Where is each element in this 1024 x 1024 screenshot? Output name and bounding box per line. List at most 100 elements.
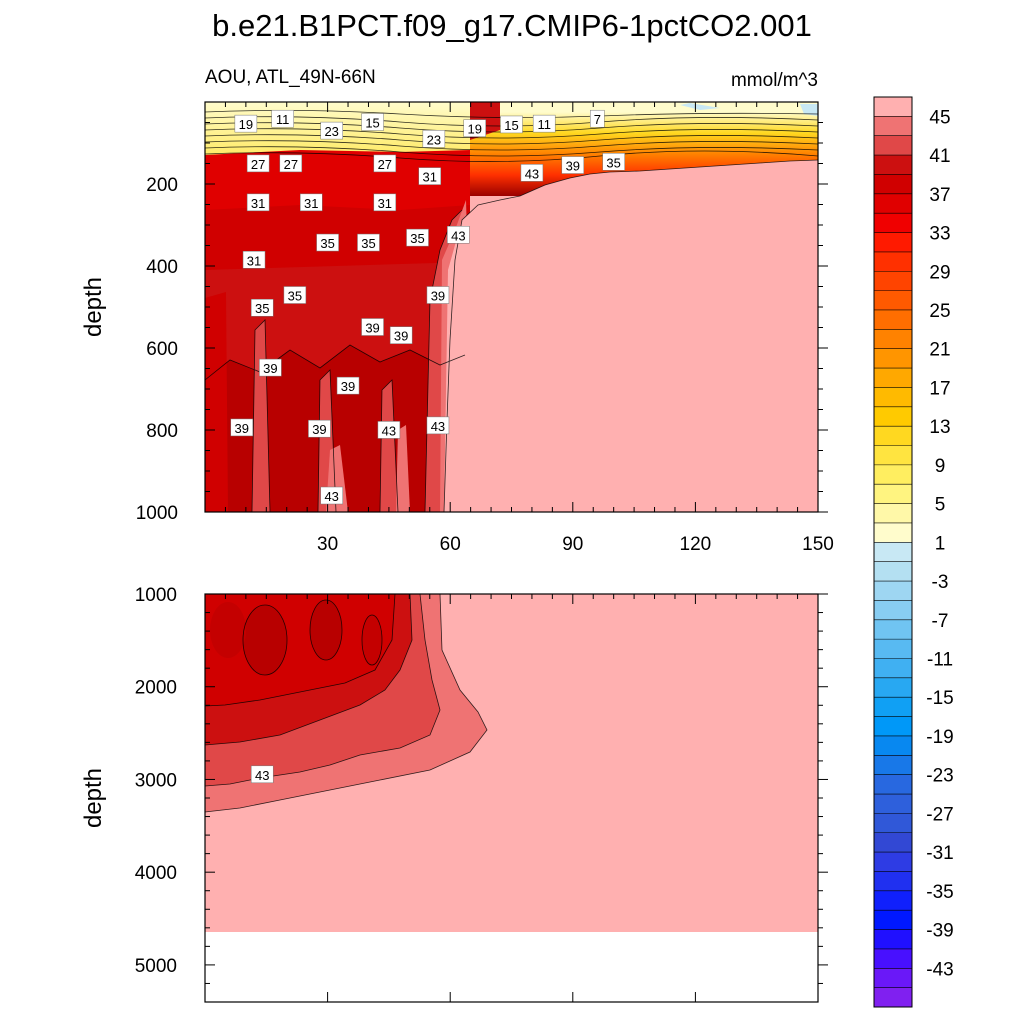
contour-label-text: 35 (606, 155, 620, 170)
upper-contour-labels: 19 11 23 15 23 19 15 11 7 27 27 27 31 43 39 35 31 31 31 35 3… (230, 109, 625, 505)
contour-label-text: 39 (235, 421, 249, 436)
contour-label: 35 (283, 286, 307, 304)
colorbar-label: -43 (926, 959, 953, 980)
contour-label-box (406, 228, 429, 247)
contour-label-box (561, 156, 585, 174)
colorbar-segment (874, 484, 912, 504)
contour-label: 35 (316, 233, 339, 252)
x-tick-label: 120 (680, 534, 712, 555)
colorbar-segment (874, 368, 912, 388)
colorbar-segment (874, 716, 912, 737)
x-tick-label: 30 (317, 534, 338, 555)
contour-label-box (418, 167, 442, 185)
contour-label-text: 19 (239, 117, 253, 132)
contour-label-text: 27 (284, 157, 298, 172)
contour-label: 31 (373, 193, 397, 212)
colorbar-label: 9 (935, 456, 946, 477)
colorbar-label: 25 (929, 301, 950, 322)
contour-label-box (320, 486, 343, 505)
contour-label-box (602, 153, 625, 171)
colorbar-segment (874, 503, 912, 524)
colorbar-label: 37 (929, 185, 950, 206)
contour-label-text: 11 (276, 112, 290, 127)
contour-label: 27 (246, 154, 270, 173)
contour-label-text: 35 (361, 236, 375, 251)
colorbar-segment (874, 522, 912, 543)
colorbar-label: 41 (929, 146, 950, 167)
contour-label-box (520, 164, 544, 182)
colorbar-segment (874, 600, 912, 621)
x-tick-label: 60 (440, 534, 461, 555)
contour-label: 39 (389, 326, 413, 344)
colorbar-label: 21 (929, 340, 950, 361)
contour-label-text: 35 (255, 301, 269, 316)
contour-label: 43 (377, 421, 401, 439)
contour-label-text: 39 (566, 159, 580, 174)
contour-label-text: 43 (525, 166, 539, 181)
colorbar-segment (874, 948, 912, 969)
contour-label-box (361, 113, 384, 131)
colorbar-segment (874, 542, 912, 563)
contour-label-box (230, 418, 254, 437)
colorbar-segment (874, 155, 912, 175)
contour-label-box (320, 121, 343, 140)
contour-label: 11 (532, 114, 556, 133)
contour-label-box (377, 421, 401, 439)
contour-label-box (250, 298, 274, 317)
contour-label: 43 (320, 486, 343, 505)
y-tick-label: 1000 (135, 585, 177, 606)
contour-label: 11 (271, 109, 294, 128)
contour-label-box (389, 326, 413, 344)
colorbar-segment (874, 309, 912, 330)
y-tick-label: 600 (146, 339, 178, 360)
contour-label-box (532, 114, 556, 133)
colorbar-segment (874, 271, 912, 292)
colorbar-segment (874, 329, 912, 350)
contour-label-box (246, 154, 270, 173)
upper-ticks: 30 60 90 120 150 200 400 600 800 1000 (136, 102, 834, 555)
colorbar-label: -15 (926, 688, 953, 709)
colorbar-label: -27 (926, 804, 953, 825)
contour-label: 31 (242, 251, 266, 269)
colorbar-segment (874, 852, 912, 872)
contour-label-box (259, 358, 282, 377)
colorbar-segment (874, 832, 912, 853)
colorbar-label: -35 (926, 882, 953, 903)
contour-label: 31 (418, 167, 442, 185)
colorbar-segment (874, 813, 912, 834)
contour-label: 23 (320, 121, 343, 140)
colorbar-segment (874, 290, 912, 311)
contour-label-box (373, 154, 397, 173)
contour-label-text: 39 (365, 321, 379, 336)
colorbar-segment (874, 387, 912, 408)
contour-label-text: 35 (320, 236, 334, 251)
x-tick-label: 90 (562, 534, 583, 555)
colorbar-label: 5 (935, 495, 946, 516)
contour-label: 39 (561, 156, 585, 174)
y-tick-label: 4000 (135, 863, 177, 884)
contour-label: 43 (520, 164, 544, 182)
lower-contour-labels: 43 (250, 765, 274, 784)
colorbar-segment (874, 677, 912, 698)
colorbar-segment (874, 871, 912, 892)
colorbar-label: -39 (926, 921, 953, 942)
contour-label: 31 (300, 193, 323, 212)
colorbar-segment (874, 910, 912, 930)
contour-label: 27 (279, 154, 303, 173)
contour-label: 27 (373, 154, 397, 173)
colorbar-label: 29 (929, 262, 950, 283)
colorbar-label: -11 (927, 649, 953, 670)
chart-subtitle: AOU, ATL_49N-66N (205, 67, 376, 88)
y-tick-label: 3000 (135, 770, 177, 791)
contour-label: 35 (602, 153, 625, 171)
contour-label-box (242, 251, 266, 269)
contour-label-box (426, 286, 450, 304)
colorbar-segment (874, 174, 912, 195)
colorbar-segment (874, 97, 912, 117)
y-tick-label: 800 (146, 421, 178, 442)
contour-label: 19 (463, 119, 486, 137)
y-tick-label: 2000 (135, 678, 177, 699)
contour-label-text: 43 (451, 228, 465, 243)
contour-label: 15 (500, 115, 523, 134)
